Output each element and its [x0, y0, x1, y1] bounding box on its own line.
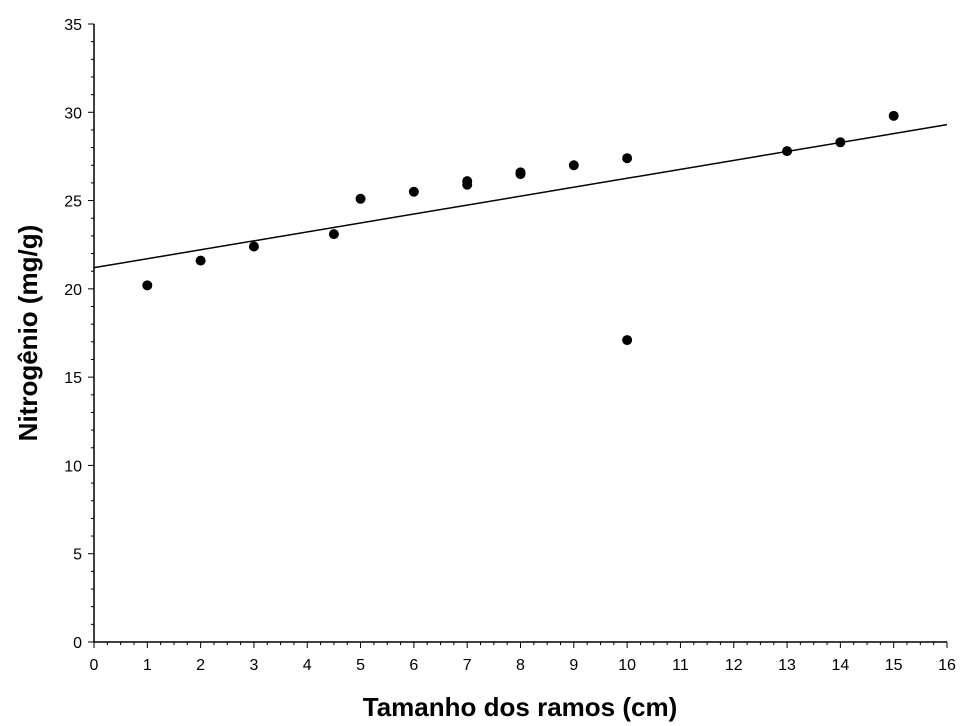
data-point	[622, 153, 633, 164]
x-tick-label: 14	[831, 657, 849, 674]
x-tick-label: 16	[938, 657, 956, 674]
y-tick-label: 30	[64, 105, 82, 122]
y-tick-label: 10	[64, 458, 82, 475]
data-point	[195, 255, 206, 266]
data-point	[462, 176, 473, 187]
data-point	[355, 193, 366, 204]
x-tick-label: 5	[356, 657, 365, 674]
x-tick-label: 1	[143, 657, 152, 674]
y-tick-label: 15	[64, 370, 82, 387]
data-point	[568, 160, 579, 171]
x-tick-label: 10	[618, 657, 636, 674]
y-tick-label: 35	[64, 17, 82, 34]
axes	[93, 24, 947, 643]
y-axis-title: Nitrogênio (mg/g)	[13, 225, 43, 442]
x-tick-label: 6	[409, 657, 418, 674]
x-tick-label: 4	[303, 657, 312, 674]
x-tick-label: 8	[516, 657, 525, 674]
data-point	[142, 280, 153, 291]
y-tick-label: 25	[64, 194, 82, 211]
x-tick-label: 9	[569, 657, 578, 674]
data-point	[248, 241, 259, 252]
y-tick-label: 5	[73, 547, 82, 564]
data-point	[408, 186, 419, 197]
data-point	[622, 335, 633, 346]
x-tick-label: 12	[725, 657, 743, 674]
data-point	[835, 137, 846, 148]
data-point	[328, 229, 339, 240]
y-ticks: 0 5 10 15 20 25 30 35	[64, 17, 94, 652]
x-tick-label: 3	[249, 657, 258, 674]
points-group	[142, 110, 899, 346]
x-tick-label: 7	[463, 657, 472, 674]
x-tick-label: 0	[90, 657, 99, 674]
data-point	[888, 110, 899, 121]
x-ticks: 0 1 2 3 4 5 6 7 8 9 10 11 12 13 14 15 16	[90, 642, 956, 674]
x-tick-label: 13	[778, 657, 796, 674]
trendline-group	[93, 123, 948, 269]
data-point	[515, 167, 526, 178]
y-tick-label: 20	[64, 282, 82, 299]
trendline	[93, 123, 948, 269]
x-tick-label: 2	[196, 657, 205, 674]
y-tick-label: 0	[73, 635, 82, 652]
x-tick-label: 15	[885, 657, 903, 674]
data-point	[782, 146, 793, 157]
x-tick-label: 11	[672, 657, 689, 674]
x-axis-title: Tamanho dos ramos (cm)	[363, 692, 677, 722]
